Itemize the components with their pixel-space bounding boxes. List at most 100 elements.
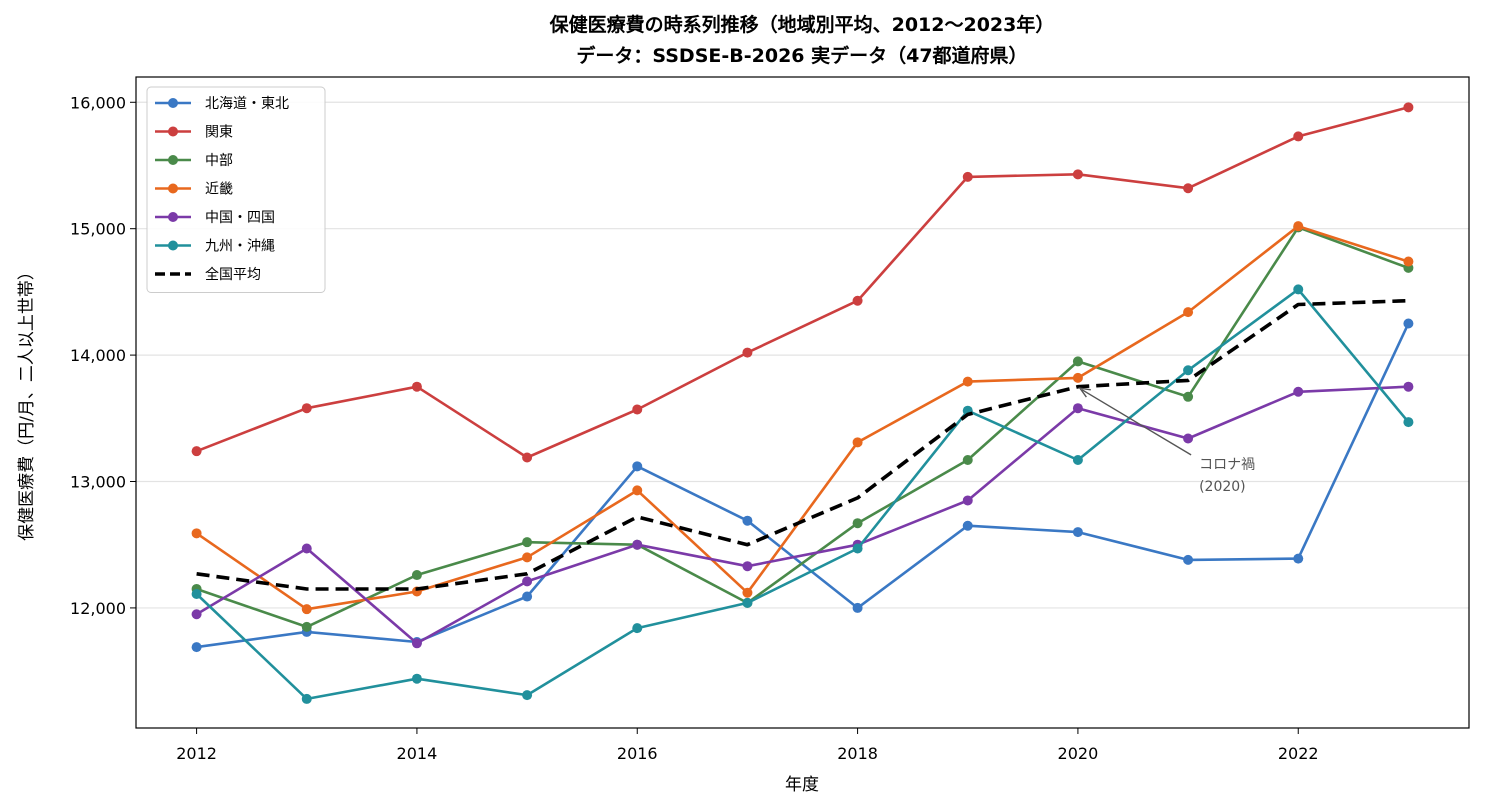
series-line [195, 224, 1409, 611]
data-point [852, 295, 863, 306]
data-point [191, 446, 202, 457]
annotation-group: コロナ禍 (2020) [1078, 387, 1255, 495]
chart-subtitle: データ：SSDSE-B-2026 実データ（47都道府県） [576, 44, 1027, 67]
data-point [632, 404, 643, 415]
x-tick-label: 2012 [176, 744, 217, 763]
data-point [411, 673, 422, 684]
series-line [196, 226, 1409, 629]
data-point [522, 576, 533, 587]
data-point [742, 561, 753, 572]
data-point [962, 376, 973, 387]
data-point [1403, 256, 1414, 267]
data-point [742, 515, 753, 526]
data-point [742, 587, 753, 598]
legend-label: 北海道・東北 [205, 96, 289, 112]
annotation-arrow [1081, 389, 1192, 456]
data-point [742, 347, 753, 358]
data-point [1072, 356, 1083, 367]
x-tick-label: 2016 [617, 744, 658, 763]
data-point [522, 552, 533, 563]
legend-label: 全国平均 [205, 266, 261, 283]
data-point [1293, 221, 1304, 232]
data-point [191, 589, 202, 600]
data-point [632, 623, 643, 634]
data-point [852, 437, 863, 448]
x-tick-label: 2020 [1058, 744, 1099, 763]
gridlines [136, 101, 1469, 609]
data-point [191, 609, 202, 620]
x-tick-label: 2018 [837, 744, 878, 763]
legend-marker [168, 155, 178, 165]
data-point [1072, 527, 1083, 538]
data-point [742, 597, 753, 608]
data-point [962, 455, 973, 466]
legend-marker [168, 98, 178, 108]
plot-frame [135, 76, 1470, 729]
legend-marker [168, 126, 178, 137]
data-point [962, 495, 973, 506]
data-point [1183, 391, 1194, 402]
data-point [1183, 307, 1194, 318]
data-point [852, 543, 863, 554]
data-point [522, 591, 533, 602]
legend-label: 近畿 [205, 182, 233, 198]
x-axis-label: 年度 [785, 775, 819, 795]
data-point [1403, 102, 1414, 113]
annotation-arrowhead [1078, 387, 1091, 398]
data-point [411, 570, 422, 581]
y-axis: 12,000 13,000 14,000 15,000 16,000 [70, 93, 136, 618]
legend-label: 中国・四国 [205, 210, 275, 226]
data-point [1293, 386, 1304, 397]
annotation-text: コロナ禍 [1199, 457, 1255, 473]
legend-marker [168, 240, 178, 251]
data-point [522, 537, 533, 548]
data-point [632, 461, 643, 472]
series-line [195, 288, 1410, 701]
data-point [852, 518, 863, 529]
series-group [191, 102, 1414, 704]
data-point [1403, 417, 1414, 428]
data-point [632, 485, 643, 496]
x-tick-label: 2022 [1278, 744, 1319, 763]
legend-marker [168, 212, 178, 222]
data-point [632, 539, 643, 550]
data-point [522, 690, 533, 701]
data-point [1072, 372, 1083, 383]
data-point [1293, 284, 1304, 295]
series-line [195, 385, 1409, 645]
data-point [1183, 433, 1194, 444]
series-line [196, 298, 1409, 591]
data-point [411, 638, 422, 649]
data-point [301, 543, 312, 554]
legend-label: 中部 [205, 153, 233, 169]
series-line [196, 106, 1409, 459]
data-point [301, 693, 312, 704]
y-tick-label: 13,000 [70, 473, 126, 492]
legend-label: 九州・沖縄 [205, 239, 275, 255]
y-tick-label: 14,000 [70, 346, 126, 365]
data-point [1293, 131, 1304, 142]
data-point [1403, 381, 1414, 392]
data-point [1183, 554, 1194, 565]
data-point [411, 381, 422, 392]
y-tick-label: 16,000 [70, 93, 126, 112]
data-point [301, 604, 312, 615]
data-point [1072, 403, 1083, 414]
y-tick-label: 12,000 [70, 599, 126, 618]
chart-title: 保健医療費の時系列推移（地域別平均、2012〜2023年） [549, 13, 1055, 36]
legend-marker [168, 183, 178, 194]
y-tick-label: 15,000 [70, 220, 126, 239]
data-point [962, 171, 973, 182]
legend-label: 関東 [205, 125, 233, 141]
y-axis-label: 保健医療費（円/月、二人以上世帯） [17, 263, 37, 541]
data-point [522, 452, 533, 463]
data-point [301, 621, 312, 632]
data-point [191, 528, 202, 539]
data-point [1403, 318, 1414, 329]
data-point [1072, 169, 1083, 180]
data-point [1072, 455, 1083, 466]
legend-box [146, 86, 326, 293]
data-point [1183, 365, 1194, 376]
data-point [1183, 183, 1194, 194]
